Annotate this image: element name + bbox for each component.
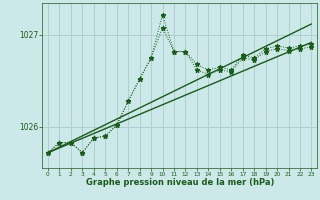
- X-axis label: Graphe pression niveau de la mer (hPa): Graphe pression niveau de la mer (hPa): [85, 178, 274, 187]
